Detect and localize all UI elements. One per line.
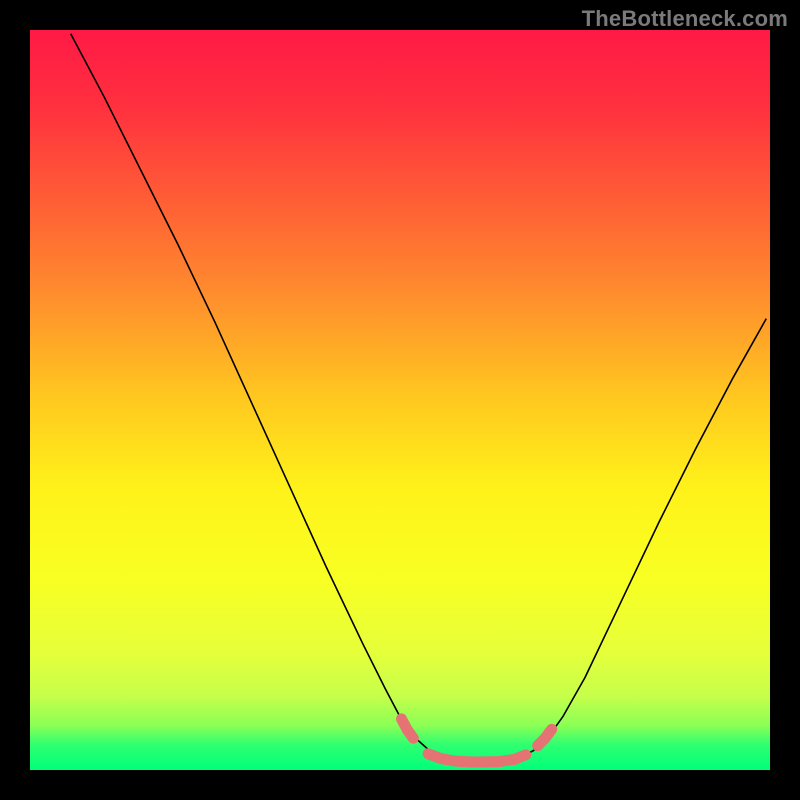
watermark-text: TheBottleneck.com	[582, 6, 788, 32]
bottleneck-chart: TheBottleneck.com	[0, 0, 800, 800]
chart-svg	[0, 0, 800, 800]
